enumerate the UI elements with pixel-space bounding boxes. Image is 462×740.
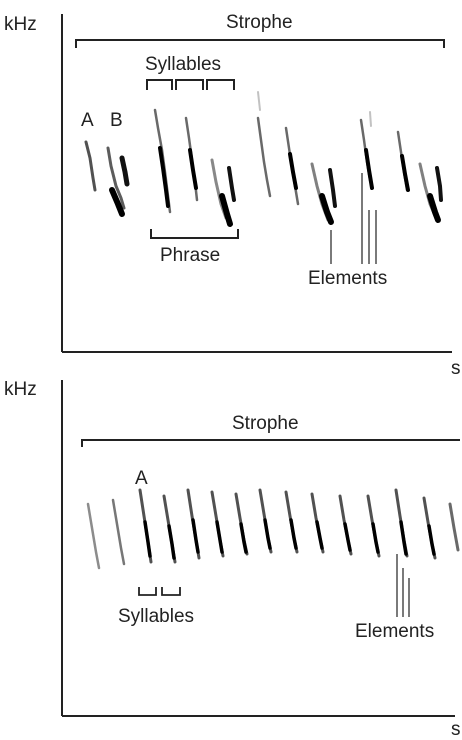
syllable-bracket-1 bbox=[138, 587, 157, 596]
syllable-letter-b-top: B bbox=[110, 110, 123, 131]
elements-label-top: Elements bbox=[308, 268, 388, 289]
phrase-bracket bbox=[150, 229, 239, 239]
syllable-bracket-2 bbox=[161, 587, 181, 596]
syllable-bracket-1 bbox=[146, 79, 173, 90]
axes-bottom bbox=[61, 380, 455, 717]
syllables-label-bottom: Syllables bbox=[118, 606, 195, 627]
strophe-label-top: Strophe bbox=[226, 12, 293, 33]
spectrogram-traces-bottom bbox=[86, 488, 460, 570]
syllable-bracket-3 bbox=[206, 79, 235, 90]
syllable-bracket-2 bbox=[175, 79, 204, 90]
spectrogram-top-svg bbox=[61, 14, 452, 353]
element-pointers-top bbox=[330, 173, 377, 264]
spectrogram-traces-top bbox=[84, 91, 443, 227]
spectrogram-panel-top: kHz s Strophe Syllables A B Phrase Eleme… bbox=[4, 12, 461, 378]
y-axis-label-bottom: kHz bbox=[4, 379, 37, 400]
syllable-brackets-top bbox=[146, 79, 235, 90]
syllable-brackets-bottom bbox=[138, 587, 181, 596]
spectrogram-panel-bottom: kHz s Strophe A Syllables Elements bbox=[0, 372, 462, 740]
phrase-label: Phrase bbox=[160, 245, 221, 266]
strophe-label-bottom: Strophe bbox=[232, 413, 299, 434]
axes-top bbox=[61, 14, 452, 353]
syllables-label-top: Syllables bbox=[145, 54, 222, 75]
y-axis-label-top: kHz bbox=[4, 14, 37, 35]
syllable-letter-a-bottom: A bbox=[135, 468, 148, 489]
spectrogram-bottom-svg bbox=[61, 380, 460, 717]
x-axis-label-top: s bbox=[451, 358, 461, 379]
x-axis-label-bottom: s bbox=[451, 719, 461, 740]
strophe-bracket-bottom bbox=[81, 439, 460, 447]
element-pointers-bottom bbox=[396, 554, 410, 617]
syllable-letter-a-top: A bbox=[81, 110, 94, 131]
elements-label-bottom: Elements bbox=[355, 621, 435, 642]
strophe-bracket-top bbox=[75, 39, 445, 48]
